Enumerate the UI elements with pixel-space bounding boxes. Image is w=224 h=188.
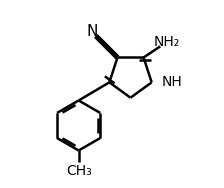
Text: NH: NH: [162, 75, 183, 89]
Text: NH₂: NH₂: [154, 35, 180, 49]
Text: CH₃: CH₃: [66, 164, 92, 178]
Text: N: N: [86, 24, 98, 39]
